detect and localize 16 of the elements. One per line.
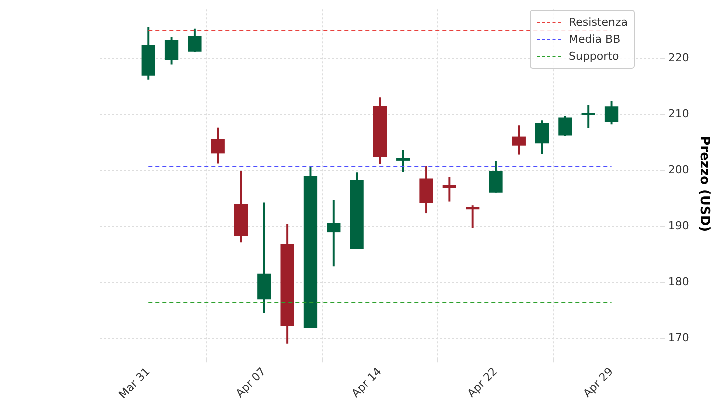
candlestick: [442, 177, 457, 202]
y-tick-label: 170: [668, 331, 690, 344]
y-tick-label: 210: [668, 108, 690, 121]
y-tick-label: 180: [668, 275, 690, 288]
x-tick-label: Mar 31: [116, 365, 153, 402]
x-tick-label: Apr 07: [234, 365, 269, 400]
x-tick-label: Apr 29: [580, 365, 616, 400]
y-axis-title: Prezzo (USD): [696, 136, 712, 232]
x-tick-label: Apr 22: [465, 365, 500, 400]
x-tick-label: Apr 14: [349, 365, 384, 400]
y-tick-label: 190: [668, 219, 690, 232]
y-tick-label: 200: [668, 164, 690, 177]
legend-label: Media BB: [568, 33, 621, 46]
legend-label: Supporto: [568, 50, 620, 63]
y-tick-label: 220: [668, 52, 690, 65]
ref-line-label: Resistenza: [568, 16, 628, 29]
